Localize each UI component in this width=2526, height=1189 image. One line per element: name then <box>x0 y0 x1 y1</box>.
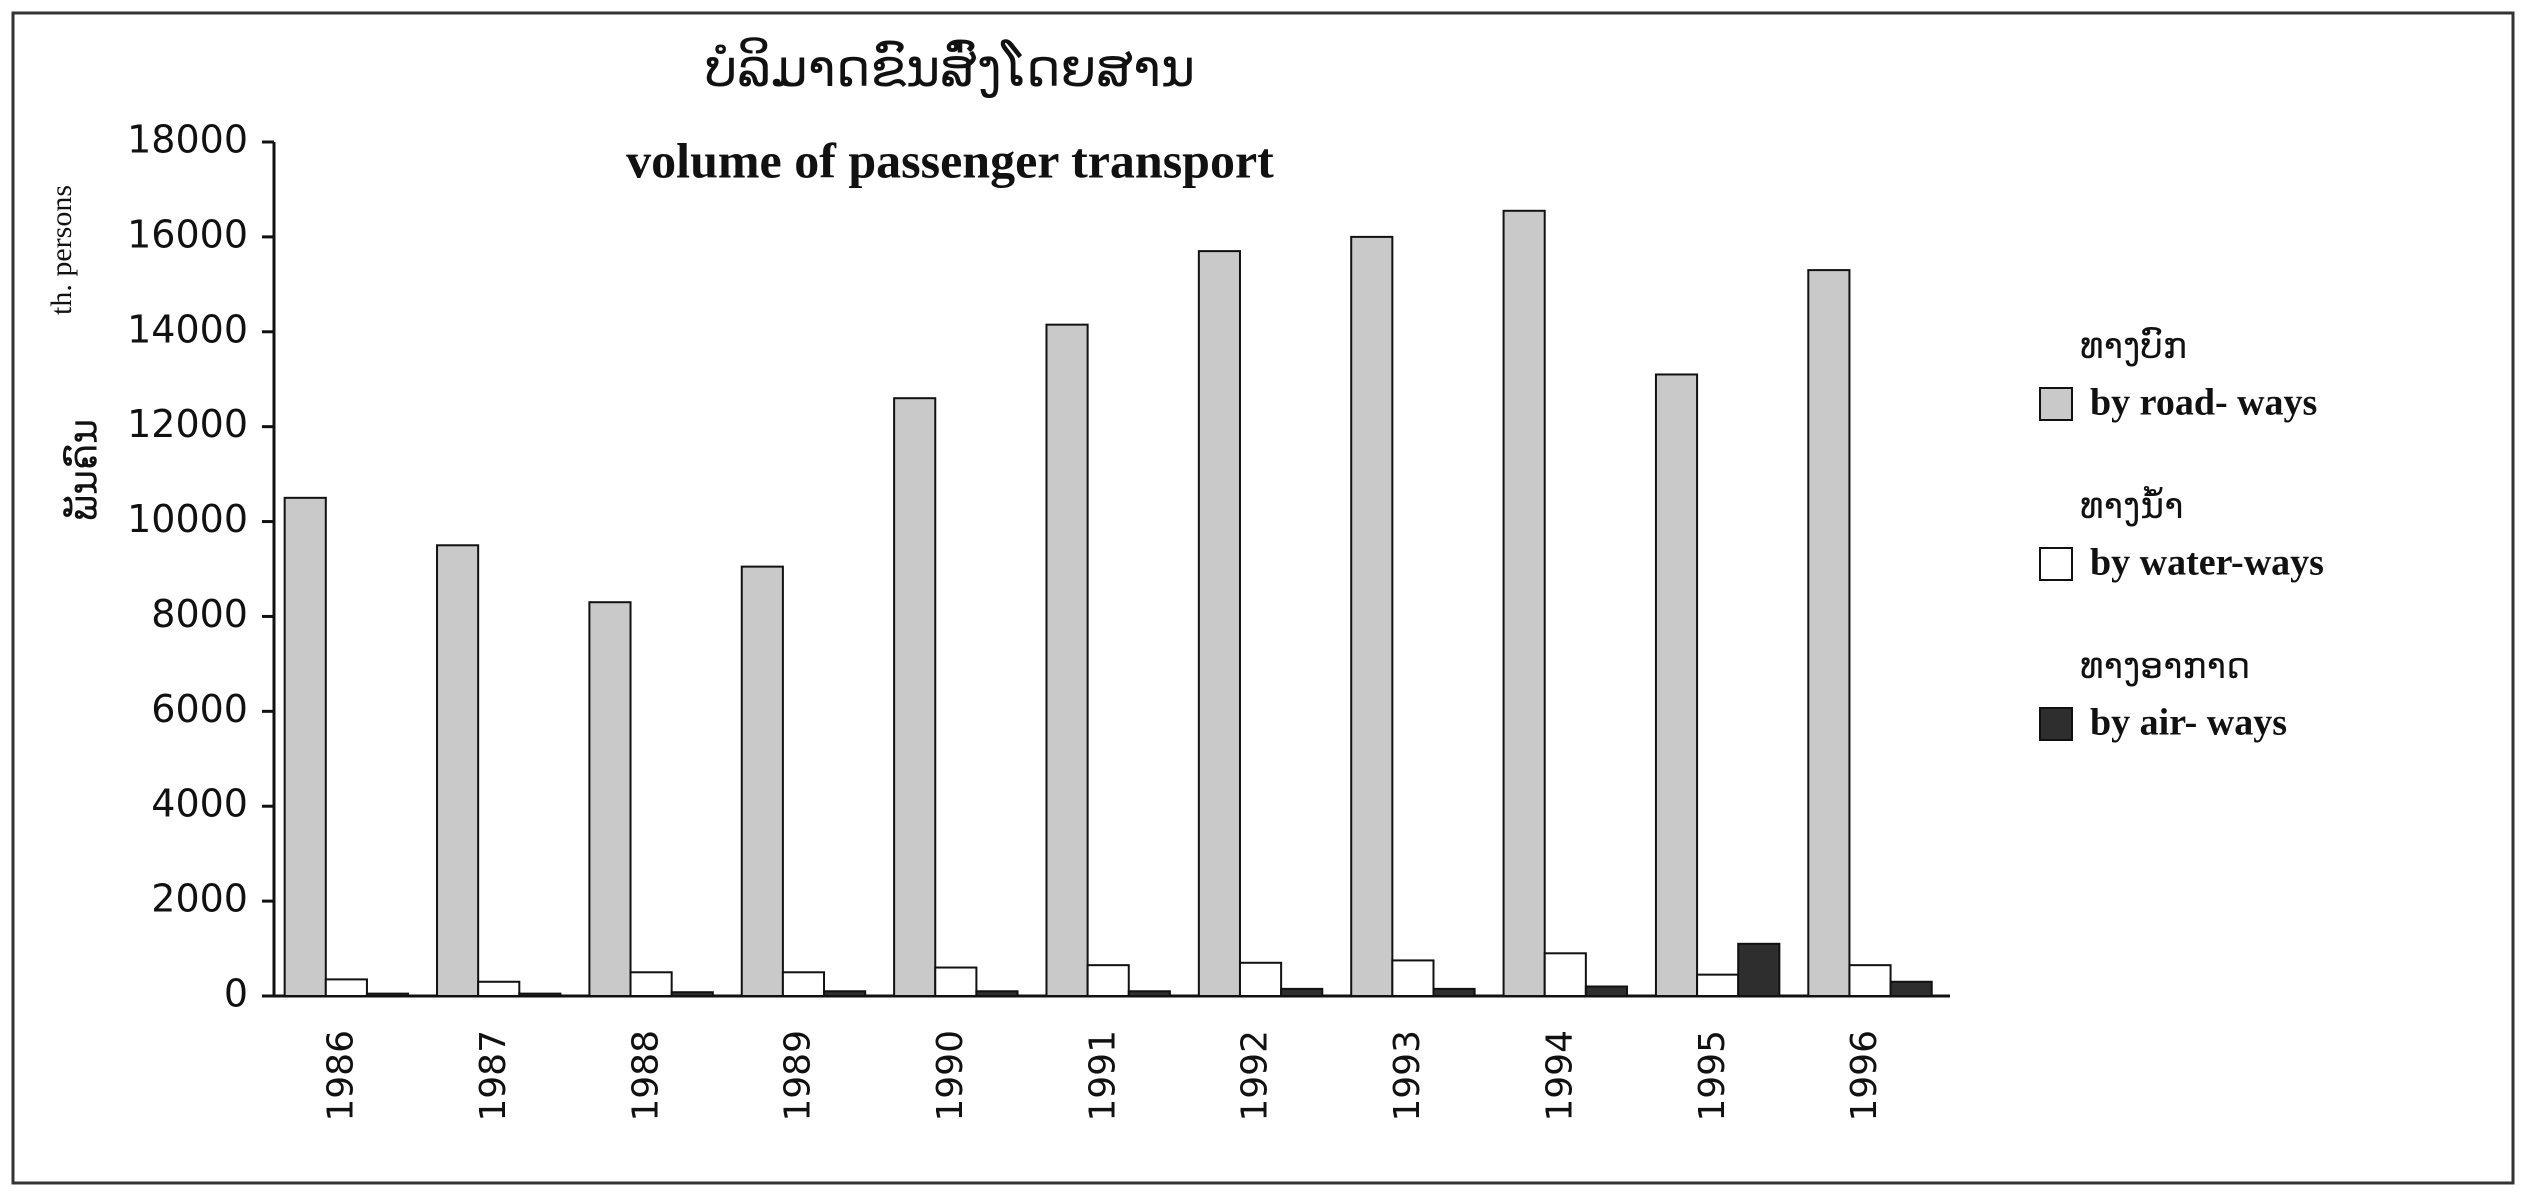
y-tick-label: 2000 <box>151 877 248 921</box>
legend-label: by road- ways <box>2090 382 2317 424</box>
x-tick-label: 1993 <box>1387 1030 1428 1122</box>
x-tick-label: 1994 <box>1539 1030 1580 1122</box>
y-tick-label: 0 <box>224 972 248 1016</box>
y-tick-label: 10000 <box>127 497 248 541</box>
legend-label: by water-ways <box>2090 542 2324 584</box>
x-tick-label: 1986 <box>321 1030 362 1122</box>
bar <box>1848 964 1892 998</box>
bar <box>477 980 521 997</box>
bar <box>1502 209 1546 998</box>
bar <box>1127 990 1171 997</box>
bar <box>1045 323 1089 997</box>
x-tick-label: 1987 <box>473 1030 514 1122</box>
bar <box>1350 235 1394 997</box>
bar <box>740 565 784 998</box>
bar <box>518 992 562 998</box>
x-tick-label: 1988 <box>625 1030 666 1122</box>
bar <box>1432 987 1476 998</box>
legend-label: ທາງບົກ <box>2080 326 2187 367</box>
legend-label: ທາງນ້ຳ <box>2080 486 2183 527</box>
x-tick-label: 1996 <box>1844 1030 1885 1122</box>
x-tick-label: 1995 <box>1692 1030 1733 1122</box>
legend-label: ທາງອາກາດ <box>2080 646 2250 687</box>
chart-subtitle: volume of passenger transport <box>626 132 1274 188</box>
legend-label: by air- ways <box>2090 702 2287 744</box>
frame <box>11 11 2515 1185</box>
bar <box>629 971 673 997</box>
y-tick-label: 14000 <box>127 307 248 351</box>
bar <box>283 496 327 997</box>
y-axis-label: ພັນຄົນ <box>62 419 106 521</box>
chart-title: ບໍລິມາດຂົນສົ່ງໂດຍສານ <box>705 37 1195 99</box>
bar <box>1086 964 1130 998</box>
bar <box>893 397 937 997</box>
y-axis-label: th. persons <box>45 185 78 315</box>
bar <box>670 991 714 998</box>
bar <box>1197 250 1241 998</box>
bar <box>1238 961 1283 997</box>
y-tick-label: 12000 <box>127 402 248 446</box>
x-tick-label: 1991 <box>1082 1030 1123 1122</box>
y-tick-label: 4000 <box>151 782 248 826</box>
bar <box>588 601 632 997</box>
x-tick-label: 1989 <box>778 1030 819 1122</box>
bar <box>823 990 867 997</box>
legend-swatch <box>2039 387 2073 421</box>
bar <box>1737 942 1781 997</box>
bar <box>1280 987 1324 998</box>
x-tick-label: 1990 <box>930 1030 971 1122</box>
bar <box>1584 985 1628 997</box>
legend-swatch <box>2039 547 2073 581</box>
bar <box>781 971 826 997</box>
legend-swatch <box>2039 707 2073 741</box>
y-tick-label: 18000 <box>127 118 248 162</box>
bar <box>436 544 480 997</box>
bar <box>975 990 1019 997</box>
bar <box>1807 269 1851 998</box>
x-tick-label: 1992 <box>1235 1030 1276 1122</box>
y-tick-label: 6000 <box>151 687 248 731</box>
bar <box>1696 973 1740 998</box>
bar <box>1391 959 1435 998</box>
bar <box>365 992 410 998</box>
bar <box>1889 980 1933 997</box>
bar <box>934 966 978 997</box>
y-tick-label: 16000 <box>127 212 248 256</box>
bar <box>1654 373 1699 997</box>
bar <box>324 978 368 998</box>
bar <box>1543 952 1587 997</box>
y-tick-label: 8000 <box>151 592 248 636</box>
